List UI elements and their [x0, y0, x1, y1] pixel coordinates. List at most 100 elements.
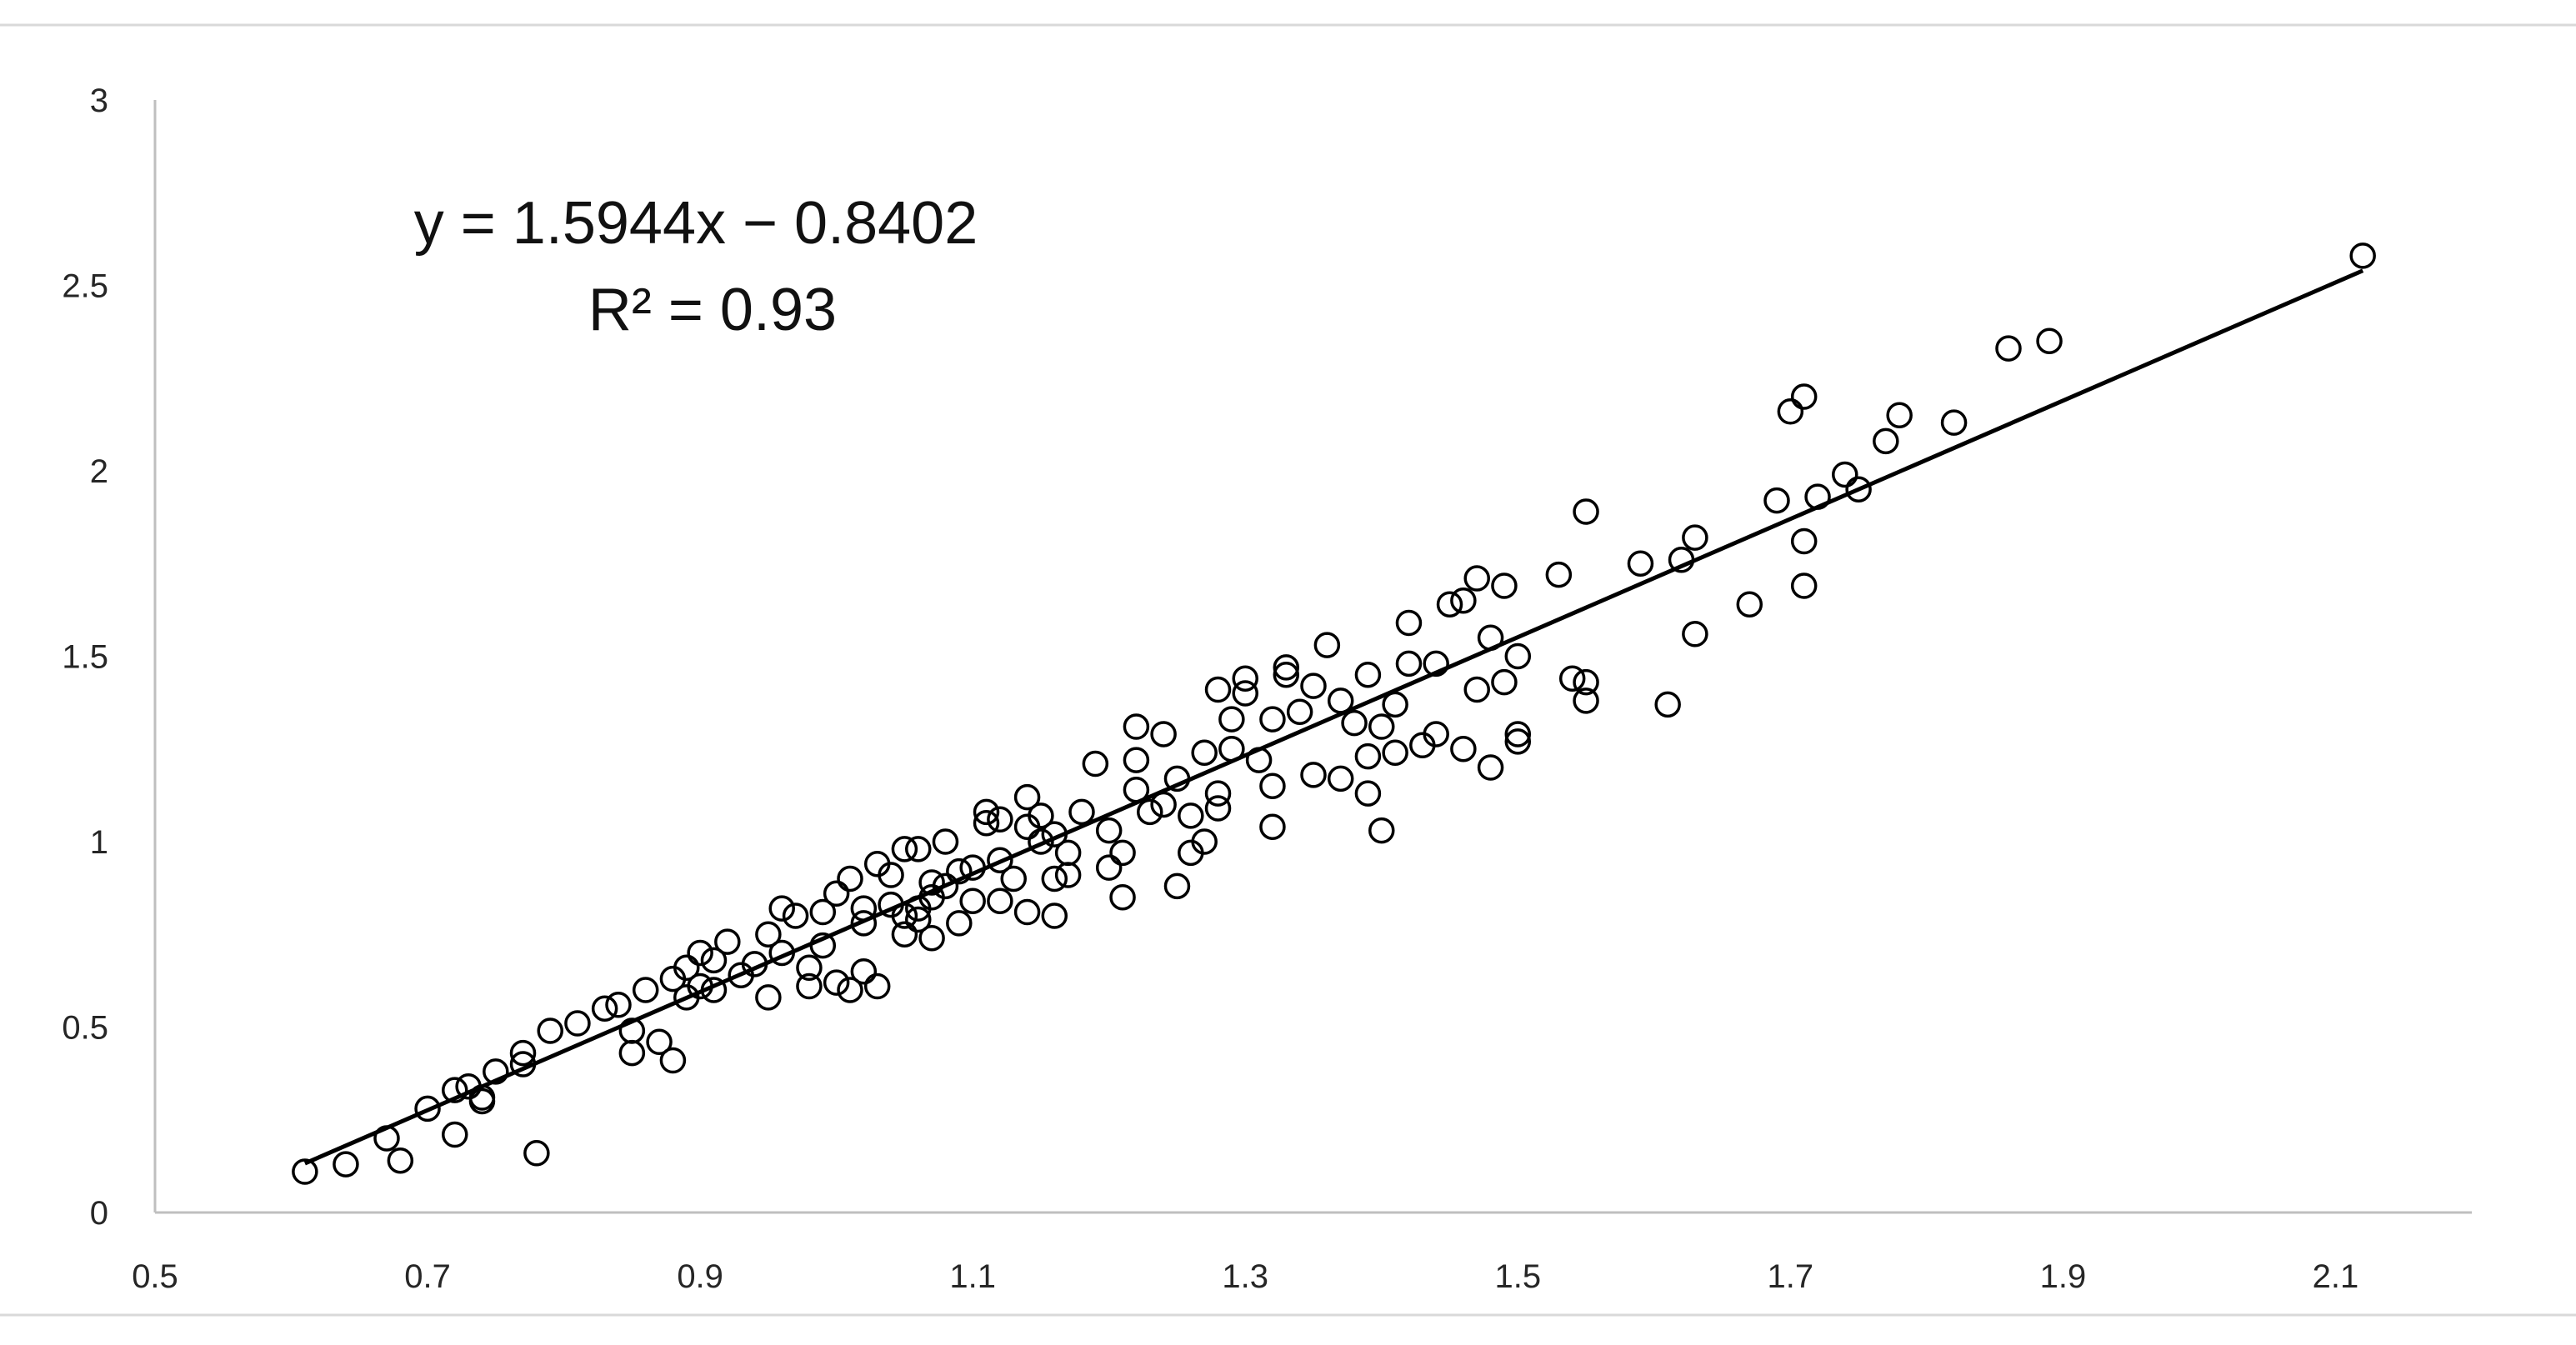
data-point	[1423, 721, 1449, 748]
data-point	[1845, 476, 1872, 502]
data-point	[1313, 632, 1341, 658]
data-point	[1204, 780, 1232, 807]
data-point	[905, 836, 932, 862]
data-point	[1259, 813, 1286, 840]
data-point	[1790, 528, 1818, 555]
data-point	[1436, 591, 1463, 618]
data-point	[2036, 328, 2063, 354]
data-point	[1558, 665, 1586, 692]
data-point	[1068, 798, 1095, 826]
data-point	[1573, 498, 1599, 525]
data-point	[1368, 713, 1395, 740]
data-point	[1204, 676, 1232, 703]
data-point	[1109, 839, 1136, 867]
data-point	[837, 865, 863, 892]
data-point	[618, 1039, 646, 1067]
data-point	[442, 1121, 468, 1148]
data-point	[714, 928, 741, 955]
data-point	[468, 1088, 496, 1115]
data-point	[1191, 828, 1218, 855]
data-point	[1109, 884, 1136, 911]
data-point	[1259, 772, 1286, 799]
y-tick-label: 1	[90, 824, 108, 861]
data-point	[1041, 902, 1068, 929]
x-tick-labels: 0.5 0.7 0.9 1.1 1.3 1.5 1.7 1.9 2.1	[132, 1258, 2358, 1295]
data-point	[823, 969, 850, 996]
data-point	[1232, 680, 1258, 707]
data-point	[1273, 654, 1300, 681]
x-tick-label: 1.3	[1222, 1258, 1268, 1295]
data-point	[292, 1158, 318, 1185]
data-point	[1790, 572, 1818, 599]
x-tick-label: 0.5	[132, 1258, 178, 1295]
data-point	[1204, 795, 1232, 822]
data-point	[946, 858, 973, 885]
data-point	[1382, 739, 1408, 766]
data-point	[987, 806, 1013, 833]
r-squared-label: R² = 0.93	[588, 277, 837, 343]
data-point	[1450, 736, 1477, 762]
data-point	[605, 992, 632, 1018]
data-point	[1763, 487, 1790, 514]
data-point	[1477, 754, 1504, 781]
x-tick-label: 1.7	[1768, 1258, 1814, 1295]
data-point	[564, 1010, 591, 1037]
data-point	[1054, 839, 1082, 867]
data-point	[1423, 650, 1449, 678]
data-point	[837, 977, 863, 1003]
data-point	[1790, 383, 1818, 410]
x-tick-label: 1.5	[1494, 1258, 1541, 1295]
data-point	[1573, 668, 1599, 696]
data-point	[1273, 662, 1300, 688]
x-tick-label: 1.9	[2040, 1258, 2087, 1295]
data-point	[1354, 780, 1382, 807]
data-point	[1873, 428, 1899, 455]
data-points	[292, 242, 2376, 1185]
data-point	[1259, 706, 1286, 732]
data-point	[1300, 762, 1327, 788]
data-point	[973, 798, 1000, 826]
data-point	[1137, 798, 1163, 826]
data-point	[1545, 561, 1573, 588]
data-point	[1013, 898, 1041, 926]
data-point	[1573, 688, 1599, 714]
data-point	[1095, 854, 1123, 881]
data-point	[1000, 865, 1027, 892]
data-point	[932, 872, 959, 900]
data-point	[646, 1028, 673, 1056]
y-tick-label: 3	[90, 82, 108, 119]
data-point	[1382, 691, 1408, 718]
data-point	[387, 1147, 414, 1174]
data-point	[442, 1077, 468, 1103]
data-point	[659, 1047, 687, 1074]
data-point	[1013, 783, 1041, 811]
data-point	[1028, 802, 1054, 829]
data-point	[591, 995, 618, 1022]
data-point	[483, 1058, 509, 1085]
data-point	[1504, 721, 1532, 748]
data-point	[1327, 765, 1354, 792]
data-point	[1163, 872, 1191, 900]
data-point	[1654, 691, 1681, 718]
data-point	[1354, 742, 1382, 770]
data-point	[932, 828, 959, 855]
trendline	[303, 268, 2364, 1166]
data-point	[755, 984, 782, 1011]
x-tick-label: 2.1	[2313, 1258, 2359, 1295]
data-point	[1232, 665, 1258, 692]
data-point	[1341, 709, 1368, 737]
data-point	[1627, 550, 1654, 577]
data-point	[987, 847, 1013, 873]
data-point	[1178, 802, 1204, 829]
data-point	[632, 977, 659, 1003]
data-point	[1995, 335, 2022, 362]
data-point	[1218, 706, 1245, 732]
data-point	[1450, 588, 1477, 614]
data-point	[1191, 739, 1218, 766]
data-point	[1832, 461, 1858, 488]
y-tick-label: 0	[90, 1195, 108, 1232]
data-point	[1150, 721, 1177, 748]
x-tick-label: 1.1	[949, 1258, 996, 1295]
y-tick-label: 2	[90, 453, 108, 490]
data-point	[1777, 398, 1804, 425]
